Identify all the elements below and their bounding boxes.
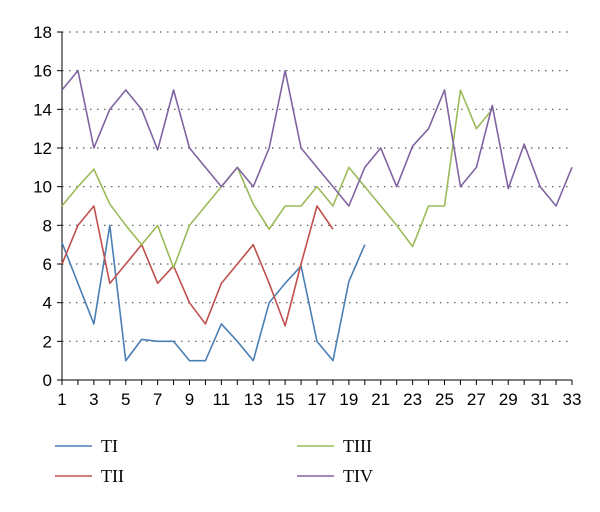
series-line-tiii (61, 89, 493, 269)
y-tick-label: 0 (43, 371, 52, 390)
x-tick-label: 25 (435, 390, 454, 409)
x-tick-label: 31 (531, 390, 550, 409)
x-tick-label: 3 (89, 390, 98, 409)
legend-item-tiv: TIV (297, 466, 373, 486)
legend-label: TII (101, 466, 124, 486)
y-tick-label: 4 (43, 294, 52, 313)
x-axis-ticks: 1 3 5 7 9 11 13 15 17 19 21 23 25 27 29 31 33 (57, 380, 581, 409)
legend-label: TI (101, 436, 118, 456)
x-tick-label: 33 (563, 390, 582, 409)
x-tick-label: 21 (371, 390, 390, 409)
legend-label: TIV (343, 466, 373, 486)
x-tick-label: 23 (403, 390, 422, 409)
x-tick-label: 19 (339, 390, 358, 409)
x-tick-label: 15 (276, 390, 295, 409)
x-tick-label: 5 (121, 390, 130, 409)
legend-label: TIII (343, 436, 372, 456)
legend-item-ti: TI (55, 436, 118, 456)
grid-lines (62, 31, 572, 342)
x-tick-label: 13 (244, 390, 263, 409)
y-tick-label: 12 (33, 139, 52, 158)
x-tick-label: 9 (185, 390, 194, 409)
y-tick-label: 14 (33, 100, 52, 119)
series-line-tii (61, 205, 334, 327)
series-line-ti (61, 224, 366, 362)
legend-item-tiii: TIII (297, 436, 372, 456)
y-tick-label: 8 (43, 216, 52, 235)
x-tick-label: 7 (153, 390, 162, 409)
y-tick-label: 18 (33, 23, 52, 42)
y-tick-label: 16 (33, 62, 52, 81)
x-tick-label: 1 (57, 390, 66, 409)
series-line-tiv (61, 69, 573, 207)
x-tick-label: 29 (499, 390, 518, 409)
series-lines (61, 69, 573, 362)
legend-item-tii: TII (55, 466, 124, 486)
y-tick-label: 2 (43, 332, 52, 351)
x-tick-label: 11 (213, 390, 231, 409)
x-tick-label: 27 (467, 390, 486, 409)
x-tick-label: 17 (308, 390, 327, 409)
y-tick-label: 10 (33, 178, 52, 197)
y-tick-label: 6 (43, 255, 52, 274)
legend: TI TII TIII TIV (55, 436, 373, 486)
y-axis-ticks: 0 2 4 6 8 10 12 14 16 18 (33, 23, 62, 390)
